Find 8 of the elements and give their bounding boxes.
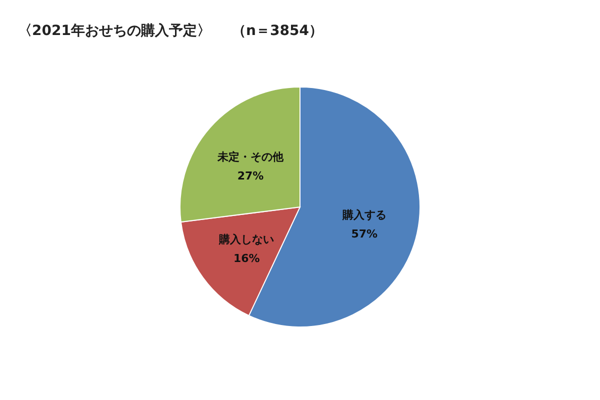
- slice-label: 購入する: [341, 208, 386, 222]
- data-label: 57%: [351, 227, 378, 240]
- data-label: 27%: [237, 169, 264, 182]
- slice-label: 未定・その他: [216, 150, 284, 164]
- chart-subtitle: （n＝3854）: [232, 23, 323, 39]
- data-label: 16%: [233, 252, 260, 265]
- chart-title: 〈2021年おせちの購入予定〉: [18, 22, 211, 39]
- slice-label: 購入しない: [218, 232, 274, 246]
